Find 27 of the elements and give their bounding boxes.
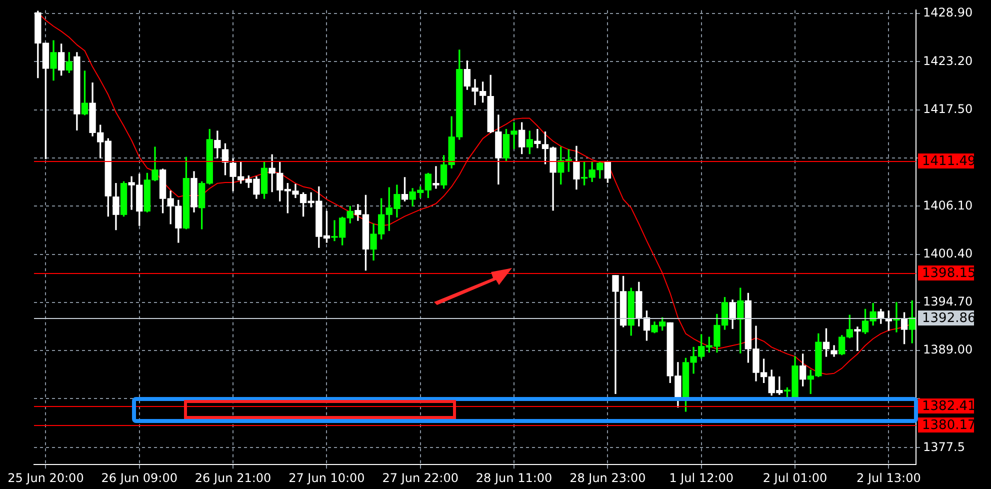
y-tick-label: 1423.20	[923, 54, 973, 68]
x-tick-label: 27 Jun 10:00	[288, 470, 365, 485]
x-tick-label: 26 Jun 09:00	[101, 470, 178, 485]
ref-line-label: 1380.17	[922, 418, 976, 433]
candlestick	[854, 326, 861, 351]
x-tick-label: 28 Jun 11:00	[476, 470, 552, 485]
y-tick-label: 1394.70	[923, 294, 973, 309]
x-tick-label: 27 Jun 22:00	[382, 470, 458, 485]
y-tick-label: 1377.5	[923, 440, 965, 454]
ref-line-label: 1392.86	[922, 310, 976, 326]
y-tick-label: 1417.50	[923, 102, 973, 116]
x-tick-label: 2 Jul 13:00	[856, 470, 921, 485]
ref-line-label: 1382.41	[922, 398, 976, 414]
x-tick-label: 2 Jul 01:00	[762, 470, 828, 485]
candlestick	[432, 166, 440, 189]
x-tick-label: 1 Jul 12:00	[669, 470, 734, 485]
x-tick-label: 28 Jun 23:00	[570, 470, 646, 485]
x-tick-label: 25 Jun 20:00	[8, 470, 84, 485]
y-tick-label: 1400.40	[923, 246, 973, 260]
y-tick-label: 1406.10	[923, 198, 973, 212]
x-tick-label: 26 Jun 21:00	[194, 470, 272, 485]
y-tick-label: 1428.90	[923, 6, 973, 20]
candlestick	[534, 128, 541, 148]
candlestick	[893, 302, 900, 332]
y-tick-label: 1389.00	[923, 342, 973, 357]
ref-line-label: 1398.15	[922, 266, 976, 281]
ref-line-label: 1411.49	[922, 154, 976, 169]
